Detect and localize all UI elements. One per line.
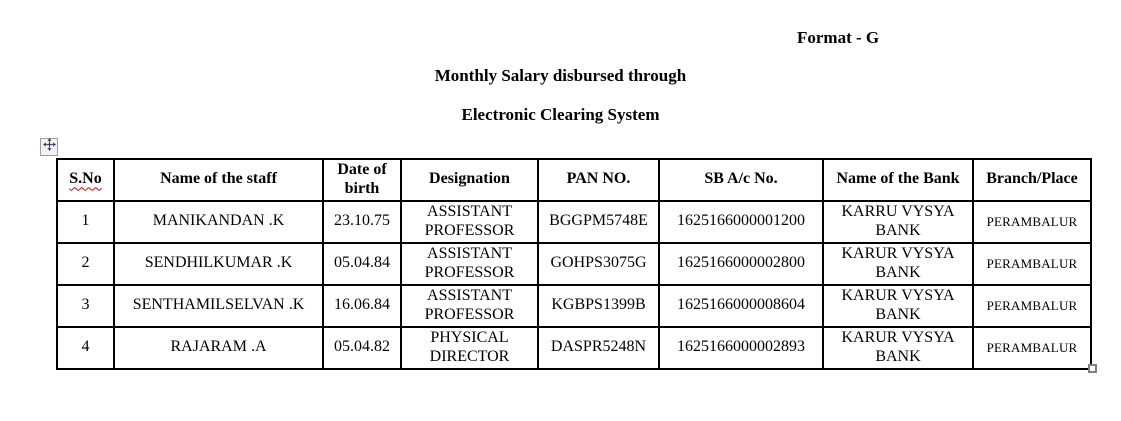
cell-sb-account[interactable]: 1625166000002893 xyxy=(658,325,824,370)
column-header-designation[interactable]: Designation xyxy=(400,158,539,202)
cell-date-of-birth[interactable]: 05.04.84 xyxy=(322,241,402,286)
cell-sb-account[interactable]: 1625166000008604 xyxy=(658,283,824,328)
cell-bank-name[interactable]: KARRU VYSYA BANK xyxy=(822,199,974,244)
cell-sno[interactable]: 1 xyxy=(56,199,115,244)
cell-pan[interactable]: BGGPM5748E xyxy=(537,199,660,244)
format-label[interactable]: Format - G xyxy=(797,28,880,47)
document-title-line2[interactable]: Electronic Clearing System xyxy=(461,105,660,124)
cell-staff-name[interactable]: RAJARAM .A xyxy=(113,325,324,370)
cell-bank-name[interactable]: KARUR VYSYA BANK xyxy=(822,325,974,370)
cell-date-of-birth[interactable]: 23.10.75 xyxy=(322,199,402,244)
cell-sno[interactable]: 4 xyxy=(56,325,115,370)
salary-table: S.No Name of the staff Date of birth Des… xyxy=(56,158,1092,370)
cell-sb-account[interactable]: 1625166000001200 xyxy=(658,199,824,244)
table-header-row: S.No Name of the staff Date of birth Des… xyxy=(56,158,1092,202)
table-row: 3 SENTHAMILSELVAN .K 16.06.84 ASSISTANT … xyxy=(56,283,1092,328)
cell-date-of-birth[interactable]: 16.06.84 xyxy=(322,283,402,328)
cell-designation[interactable]: PHYSICAL DIRECTOR xyxy=(400,325,539,370)
column-header-date-of-birth[interactable]: Date of birth xyxy=(322,158,402,202)
column-header-sb-account[interactable]: SB A/c No. xyxy=(658,158,824,202)
cell-sno[interactable]: 3 xyxy=(56,283,115,328)
cell-branch-place[interactable]: PERAMBALUR xyxy=(972,325,1092,370)
column-header-branch-place[interactable]: Branch/Place xyxy=(972,158,1092,202)
cell-bank-name[interactable]: KARUR VYSYA BANK xyxy=(822,283,974,328)
cell-staff-name[interactable]: SENTHAMILSELVAN .K xyxy=(113,283,324,328)
cell-designation[interactable]: ASSISTANT PROFESSOR xyxy=(400,241,539,286)
column-header-pan[interactable]: PAN NO. xyxy=(537,158,660,202)
column-header-bank-name[interactable]: Name of the Bank xyxy=(822,158,974,202)
table-move-handle[interactable] xyxy=(40,138,58,156)
table-row: 2 SENDHILKUMAR .K 05.04.84 ASSISTANT PRO… xyxy=(56,241,1092,286)
column-header-sno[interactable]: S.No xyxy=(56,158,115,202)
cell-staff-name[interactable]: SENDHILKUMAR .K xyxy=(113,241,324,286)
cell-date-of-birth[interactable]: 05.04.82 xyxy=(322,325,402,370)
cell-sno[interactable]: 2 xyxy=(56,241,115,286)
table-row: 4 RAJARAM .A 05.04.82 PHYSICAL DIRECTOR … xyxy=(56,325,1092,370)
document-title-line1[interactable]: Monthly Salary disbursed through xyxy=(434,66,687,85)
table-row: 1 MANIKANDAN .K 23.10.75 ASSISTANT PROFE… xyxy=(56,199,1092,244)
cell-branch-place[interactable]: PERAMBALUR xyxy=(972,199,1092,244)
cell-designation[interactable]: ASSISTANT PROFESSOR xyxy=(400,199,539,244)
cell-sb-account[interactable]: 1625166000002800 xyxy=(658,241,824,286)
table-resize-handle[interactable] xyxy=(1088,364,1097,373)
cell-bank-name[interactable]: KARUR VYSYA BANK xyxy=(822,241,974,286)
cell-branch-place[interactable]: PERAMBALUR xyxy=(972,283,1092,328)
cell-pan[interactable]: KGBPS1399B xyxy=(537,283,660,328)
cell-pan[interactable]: DASPR5248N xyxy=(537,325,660,370)
move-arrows-icon xyxy=(42,138,56,156)
cell-designation[interactable]: ASSISTANT PROFESSOR xyxy=(400,283,539,328)
cell-staff-name[interactable]: MANIKANDAN .K xyxy=(113,199,324,244)
sno-header-label: S.No xyxy=(69,170,102,188)
cell-pan[interactable]: GOHPS3075G xyxy=(537,241,660,286)
cell-branch-place[interactable]: PERAMBALUR xyxy=(972,241,1092,286)
column-header-staff-name[interactable]: Name of the staff xyxy=(113,158,324,202)
